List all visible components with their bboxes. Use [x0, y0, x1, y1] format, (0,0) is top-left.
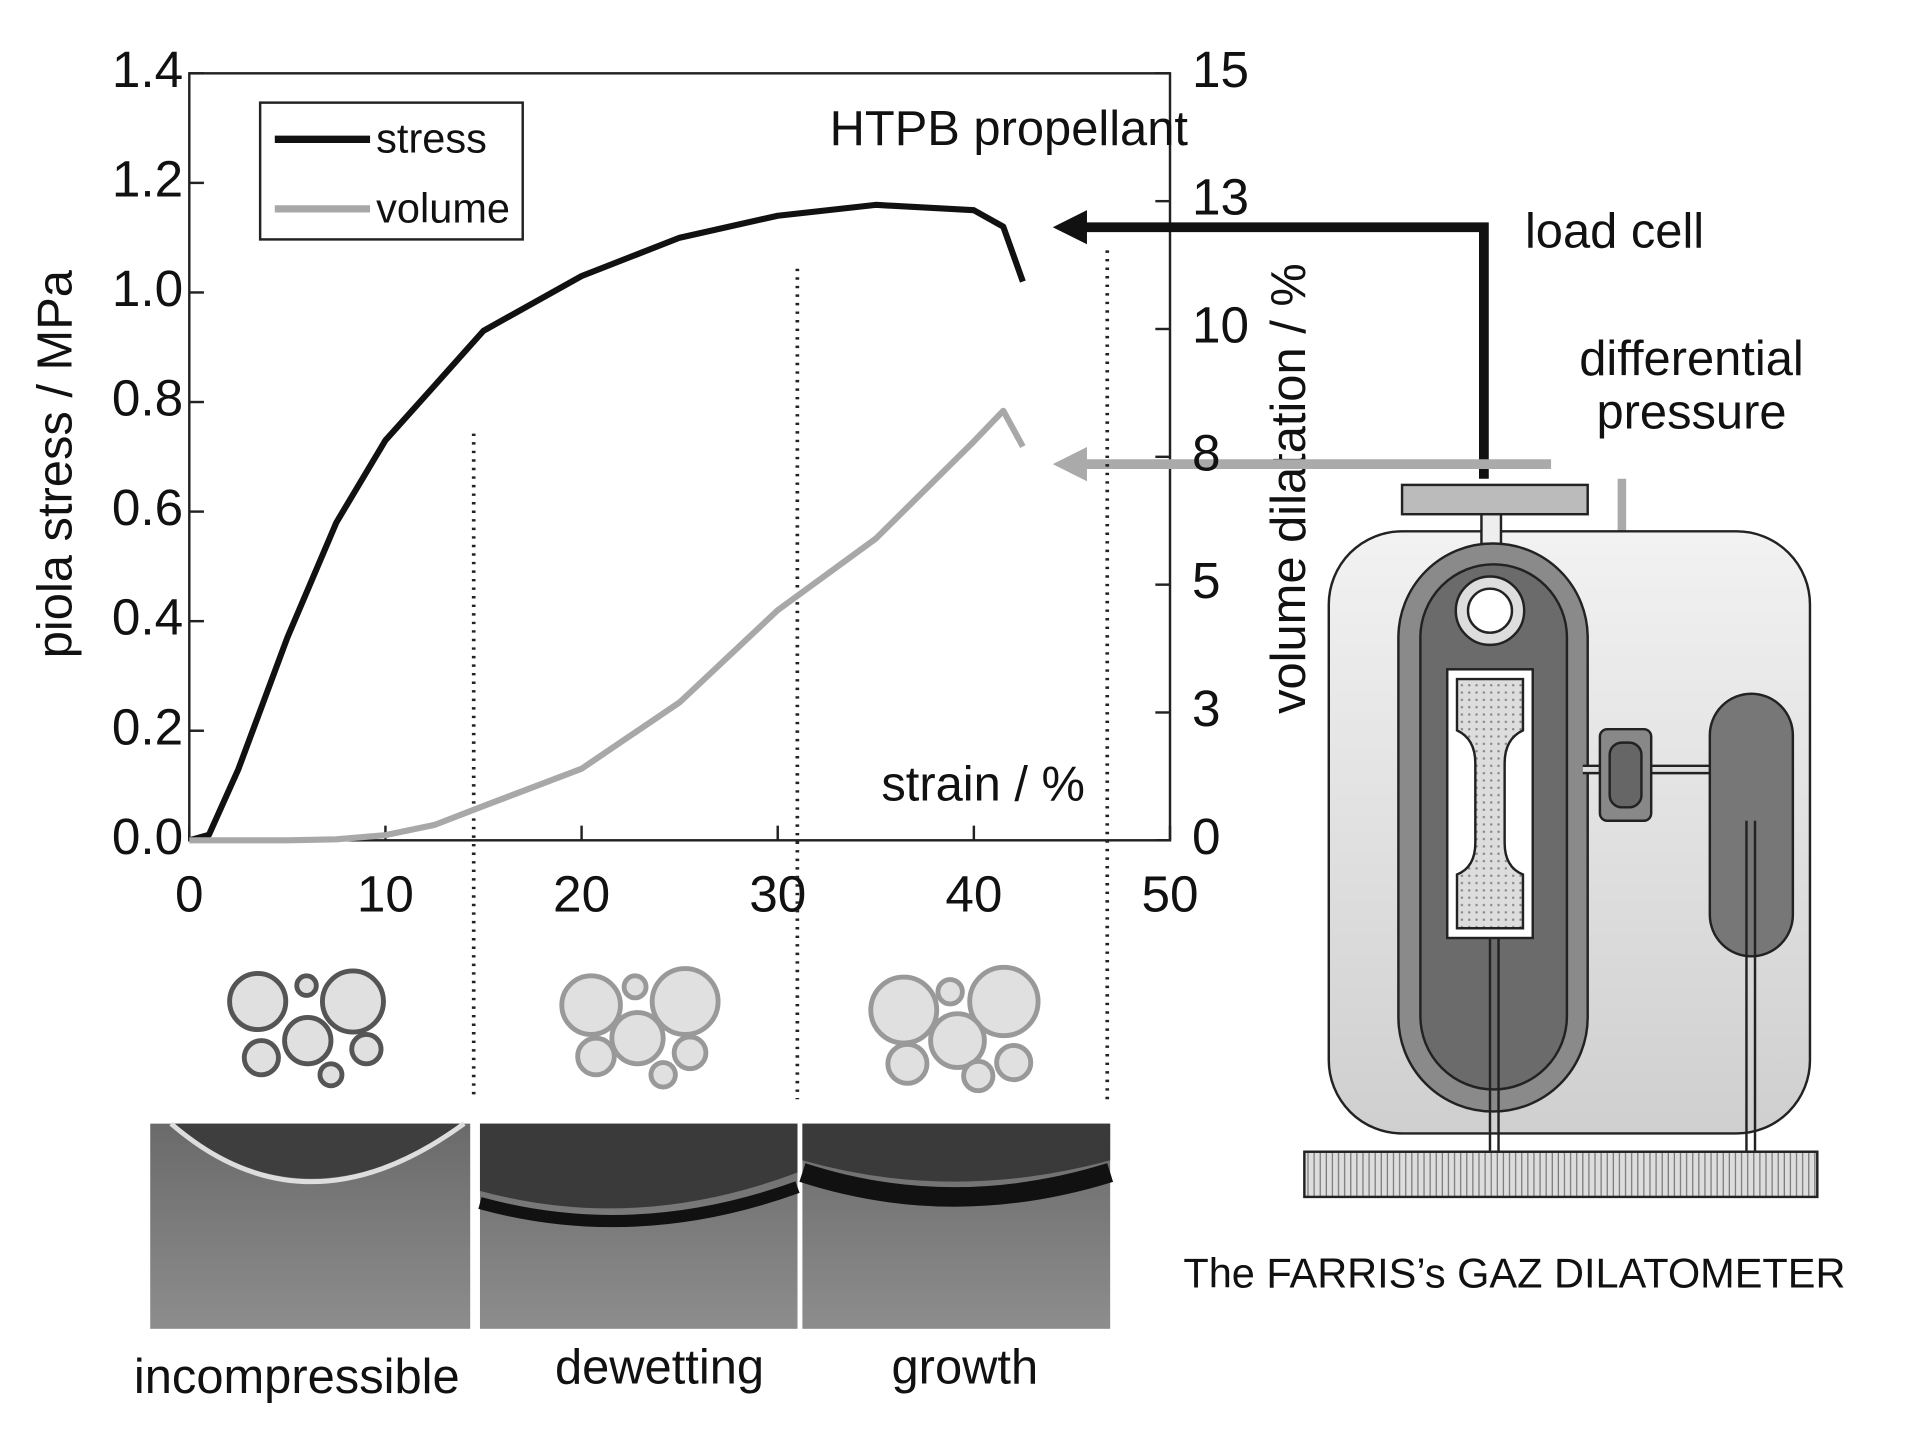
x-axis-title: strain / % [881, 758, 1085, 812]
legend-label: volume [376, 184, 510, 231]
annotation: load cell [1525, 204, 1704, 258]
annotation-box: differential pressure [1579, 332, 1804, 440]
bubbles-incompressible [227, 968, 386, 1089]
annotation: The FARRIS’s GAZ DILATOMETER [1183, 1249, 1845, 1296]
gauge-inner [1608, 741, 1643, 809]
x-tick-label: 20 [553, 865, 610, 922]
legend-label: stress [376, 115, 487, 162]
y2-tick-label: 5 [1192, 552, 1221, 609]
particle [802, 1123, 1111, 1182]
y2-tick-label: 8 [1192, 424, 1221, 481]
void [478, 1181, 800, 1228]
y-tick-label: 0.8 [112, 370, 183, 427]
particle [170, 1123, 465, 1179]
x-tick-label: 50 [1141, 865, 1198, 922]
y2-tick-label: 10 [1192, 297, 1249, 354]
specimen [1455, 677, 1525, 930]
y-tick-label: 1.2 [112, 150, 183, 207]
y2-tick-label: 0 [1192, 808, 1221, 865]
x-tick-label: 40 [945, 865, 1002, 922]
annotation: growth [892, 1340, 1039, 1394]
y-tick-label: 0.0 [112, 808, 183, 865]
annotation: dewetting [555, 1340, 764, 1394]
y2-tick-label: 13 [1192, 169, 1249, 226]
annotation: incompressible [134, 1350, 460, 1404]
arrow-head [1052, 210, 1087, 245]
y2-tick-label: 3 [1192, 680, 1221, 737]
micrographs [150, 1121, 1114, 1329]
base [1303, 1150, 1819, 1199]
bubble-sketches [227, 964, 1041, 1094]
bubbles-growth [868, 964, 1041, 1094]
series-line [188, 201, 1026, 844]
legend-box [258, 101, 524, 241]
bubbles-dewetting [559, 966, 721, 1090]
reservoir [1708, 692, 1795, 958]
y-tick-label: 1.0 [112, 260, 183, 317]
x-tick-label: 0 [175, 865, 204, 922]
series-line [189, 407, 1026, 844]
joint-inner [1466, 587, 1514, 634]
y2-axis-title: volume dilatation / % [1262, 263, 1316, 714]
y-tick-label: 0.6 [112, 479, 183, 536]
annotation: differential pressure [1579, 332, 1804, 440]
y2-tick-label: 15 [1192, 41, 1249, 98]
y-tick-label: 1.4 [112, 41, 183, 98]
dilatometer [1303, 483, 1819, 1199]
y-tick-label: 0.4 [112, 589, 183, 646]
particle-edge [169, 1121, 466, 1184]
load-cell-arrow [1080, 222, 1489, 479]
void [799, 1163, 1114, 1207]
y-tick-label: 0.2 [112, 698, 183, 755]
top-plate [1400, 483, 1589, 516]
x-tick-label: 10 [357, 865, 414, 922]
y-axis-title: piola stress / MPa [29, 269, 83, 658]
arrow-head [1052, 447, 1087, 482]
annotation: HTPB propellant [830, 102, 1189, 156]
particle [479, 1123, 798, 1209]
